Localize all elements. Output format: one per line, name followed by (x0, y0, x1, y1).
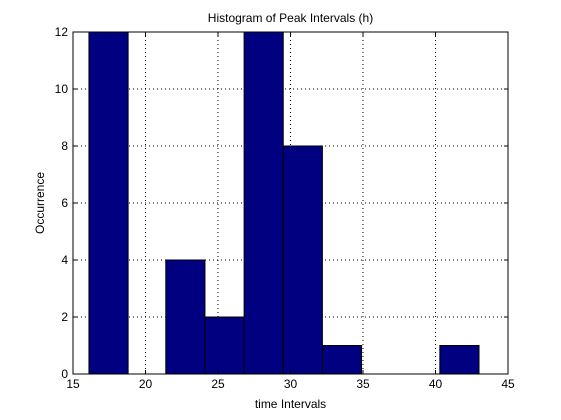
x-tick-label: 20 (139, 377, 153, 391)
x-tick-label: 25 (211, 377, 225, 391)
histogram-bar (204, 316, 245, 375)
chart-title: Histogram of Peak Intervals (h) (208, 11, 373, 25)
histogram-bar (243, 31, 284, 375)
axis-ticks: 15 20 25 30 35 40 45 0 2 4 6 8 10 12 (55, 25, 515, 391)
x-tick-label: 40 (429, 377, 443, 391)
y-tick-label: 8 (61, 139, 68, 153)
histogram-bars (88, 31, 480, 375)
y-axis-label: Occurrence (33, 172, 47, 234)
x-axis-label: time Intervals (255, 397, 326, 411)
histogram-bar (439, 345, 480, 375)
y-tick-label: 12 (55, 25, 69, 39)
histogram-bar (88, 31, 129, 375)
y-tick-label: 4 (61, 253, 68, 267)
y-tick-label: 0 (61, 367, 68, 381)
x-tick-label: 15 (66, 377, 80, 391)
x-tick-label: 35 (356, 377, 370, 391)
histogram-bar (321, 345, 363, 375)
y-tick-label: 6 (61, 196, 68, 210)
x-tick-label: 45 (501, 377, 515, 391)
histogram-bar (282, 145, 323, 375)
y-tick-label: 2 (61, 310, 68, 324)
y-tick-label: 10 (55, 82, 69, 96)
histogram-bar (165, 259, 206, 375)
x-tick-label: 30 (284, 377, 298, 391)
